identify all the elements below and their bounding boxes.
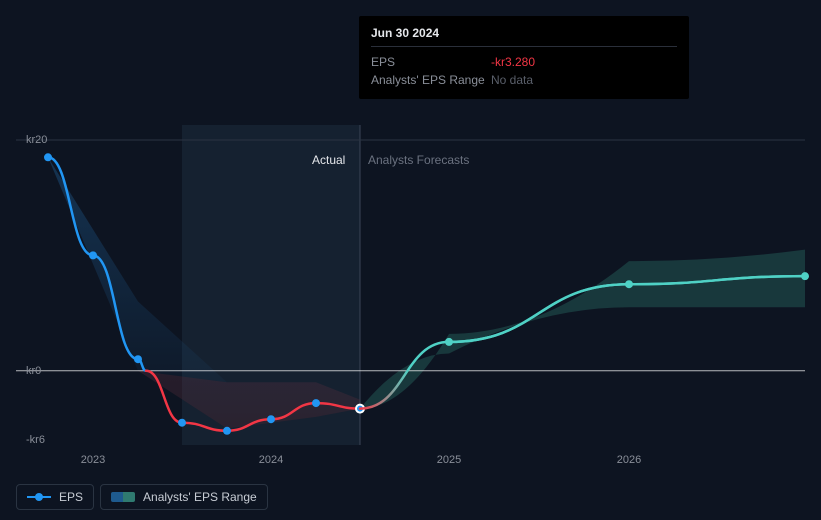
x-tick-label: 2026	[617, 454, 641, 466]
tooltip-row-eps: EPS -kr3.280	[371, 53, 677, 71]
legend-label: EPS	[59, 490, 83, 504]
eps-marker[interactable]	[89, 251, 97, 259]
analysts-range-future	[360, 250, 805, 409]
eps-marker[interactable]	[178, 419, 186, 427]
legend-item[interactable]: Analysts' EPS Range	[100, 484, 268, 510]
legend-swatch-band-icon	[111, 492, 135, 502]
hover-tooltip: Jun 30 2024 EPS -kr3.280 Analysts' EPS R…	[359, 16, 689, 99]
legend: EPS Analysts' EPS Range	[16, 484, 268, 510]
legend-swatch-dot-icon	[27, 492, 51, 502]
eps-marker[interactable]	[44, 153, 52, 161]
forecast-marker[interactable]	[801, 272, 809, 280]
eps-marker[interactable]	[267, 415, 275, 423]
x-tick-label: 2024	[259, 454, 283, 466]
region-label-forecast: Analysts Forecasts	[368, 153, 469, 167]
eps-marker[interactable]	[134, 355, 142, 363]
forecast-marker[interactable]	[625, 280, 633, 288]
tooltip-value: No data	[491, 71, 533, 89]
tooltip-label: EPS	[371, 53, 491, 71]
legend-label: Analysts' EPS Range	[143, 490, 257, 504]
x-tick-label: 2025	[437, 454, 461, 466]
y-tick-label: kr20	[26, 134, 47, 146]
region-label-actual: Actual	[312, 153, 345, 167]
tooltip-value: -kr3.280	[491, 53, 535, 71]
eps-chart[interactable]: kr20kr0-kr6 2023202420252026 Actual Anal…	[16, 125, 805, 460]
y-tick-label: kr0	[26, 365, 41, 377]
tooltip-date: Jun 30 2024	[371, 26, 677, 47]
eps-marker[interactable]	[312, 399, 320, 407]
y-tick-label: -kr6	[26, 434, 45, 446]
legend-item[interactable]: EPS	[16, 484, 94, 510]
tooltip-label: Analysts' EPS Range	[371, 71, 491, 89]
forecast-marker[interactable]	[445, 338, 453, 346]
eps-marker[interactable]	[223, 427, 231, 435]
tooltip-row-range: Analysts' EPS Range No data	[371, 71, 677, 89]
x-tick-label: 2023	[81, 454, 105, 466]
